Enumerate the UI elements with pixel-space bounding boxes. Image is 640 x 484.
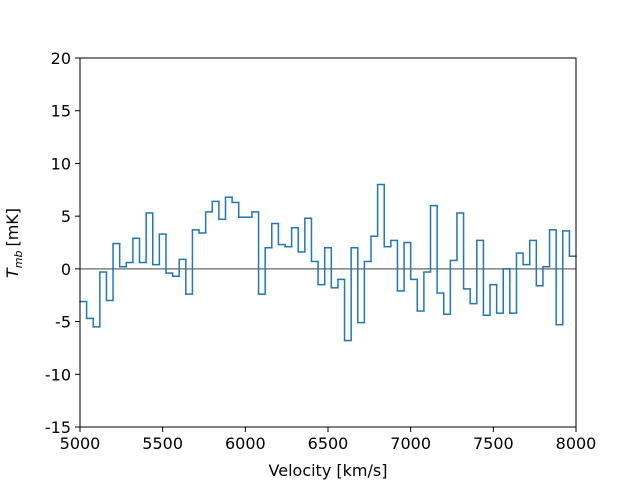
- y-tick-label: 20: [51, 49, 71, 68]
- x-tick-label: 7000: [390, 434, 431, 453]
- y-axis-label: Tmb [mK]: [3, 208, 25, 278]
- x-axis-label: Velocity [km/s]: [269, 461, 388, 480]
- y-tick-label: 0: [61, 260, 71, 279]
- x-tick-label: 6500: [308, 434, 349, 453]
- x-tick-label: 5000: [60, 434, 101, 453]
- y-label-symbol: T: [3, 267, 22, 278]
- y-tick-label: -5: [55, 313, 71, 332]
- x-tick-label: 7500: [473, 434, 514, 453]
- y-tick-label: 5: [61, 207, 71, 226]
- y-tick-label: -15: [45, 418, 71, 437]
- y-label-subscript: mb: [12, 251, 25, 269]
- x-tick-label: 8000: [556, 434, 597, 453]
- x-tick-label: 6000: [225, 434, 266, 453]
- x-tick-label: 5500: [142, 434, 183, 453]
- y-tick-label: 10: [51, 154, 71, 173]
- y-label-unit: [mK]: [3, 208, 22, 247]
- y-tick-label: 15: [51, 102, 71, 121]
- plot-frame: [79, 57, 577, 428]
- y-tick-label: -10: [45, 365, 71, 384]
